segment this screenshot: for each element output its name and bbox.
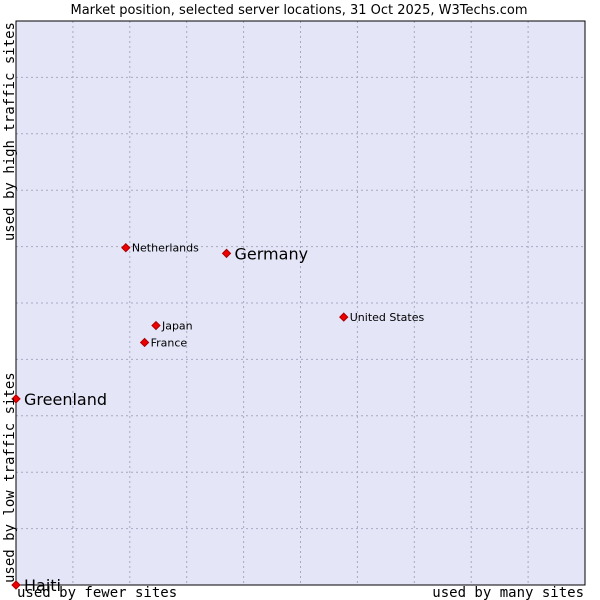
data-point-japan: Japan bbox=[151, 320, 193, 333]
point-marker bbox=[339, 312, 349, 322]
point-marker bbox=[11, 394, 21, 404]
point-label: Greenland bbox=[24, 390, 107, 409]
point-marker bbox=[11, 580, 21, 590]
points-layer: Netherlands Germany United States Japan Fran… bbox=[11, 242, 425, 595]
data-point-france: France bbox=[139, 336, 188, 349]
data-point-haiti: Haiti bbox=[11, 576, 61, 595]
point-marker bbox=[139, 337, 150, 348]
point-label: Japan bbox=[161, 320, 193, 333]
plot-border bbox=[15, 20, 586, 586]
chart-title: Market position, selected server locatio… bbox=[70, 3, 527, 18]
point-label: Haiti bbox=[24, 576, 61, 595]
data-point-united-states: United States bbox=[339, 311, 425, 324]
x-axis-label-high: used by many sites bbox=[432, 585, 584, 600]
y-axis-label-high: used by high traffic sites bbox=[2, 22, 18, 241]
data-point-netherlands: Netherlands bbox=[121, 242, 199, 255]
x-axis-label-low: used by fewer sites bbox=[17, 585, 177, 600]
grid-lines bbox=[16, 21, 585, 585]
point-label: France bbox=[151, 336, 188, 349]
y-axis-label-low: used by low traffic sites bbox=[2, 372, 18, 583]
point-label: United States bbox=[350, 311, 425, 324]
point-label: Netherlands bbox=[132, 242, 199, 255]
data-point-germany: Germany bbox=[221, 244, 309, 263]
point-label: Germany bbox=[235, 244, 309, 263]
data-point-greenland: Greenland bbox=[11, 390, 107, 409]
point-marker bbox=[151, 320, 161, 331]
point-marker bbox=[221, 248, 232, 259]
point-marker bbox=[121, 243, 131, 253]
